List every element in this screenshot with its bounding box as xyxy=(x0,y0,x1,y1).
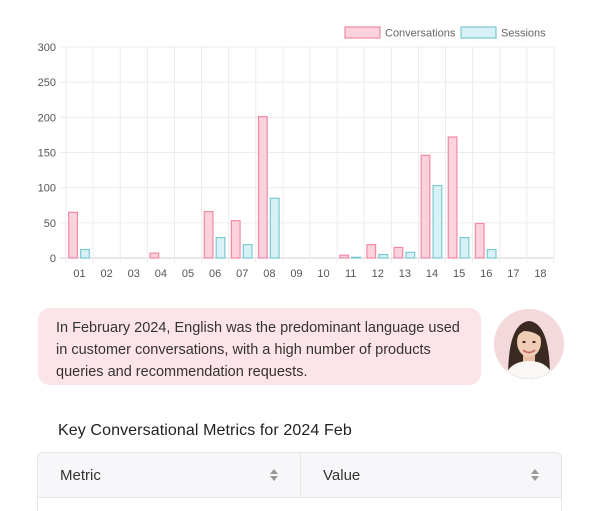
avatar-portrait-icon xyxy=(494,309,564,379)
x-tick-label: 08 xyxy=(263,268,275,280)
x-tick-label: 17 xyxy=(507,268,519,280)
legend-label: Conversations xyxy=(385,28,456,40)
column-header-metric[interactable]: Metric xyxy=(38,453,301,497)
bar-conversations xyxy=(393,246,404,259)
y-tick-label: 150 xyxy=(38,148,56,160)
x-tick-label: 02 xyxy=(101,268,113,280)
bar-conversations xyxy=(366,244,377,259)
bar-conversations xyxy=(230,220,241,259)
bar-sessions xyxy=(242,244,253,259)
y-tick-label: 0 xyxy=(50,253,56,265)
bar-conversations xyxy=(203,210,214,259)
bar-sessions xyxy=(215,237,226,259)
legend-label: Sessions xyxy=(501,28,546,40)
bar-conversations xyxy=(257,116,268,259)
bar-sessions xyxy=(432,184,443,259)
column-header-value[interactable]: Value xyxy=(301,453,561,497)
bar-conversations xyxy=(149,252,160,259)
bar-sessions xyxy=(459,237,470,259)
metrics-table: Metric Value xyxy=(37,452,562,511)
column-header-metric-label: Metric xyxy=(60,466,101,484)
bar-sessions xyxy=(378,253,389,259)
bar-conversations xyxy=(474,222,485,259)
x-tick-label: 06 xyxy=(209,268,221,280)
x-tick-label: 11 xyxy=(345,268,356,280)
x-tick-label: 01 xyxy=(73,268,85,280)
bar-sessions xyxy=(486,248,497,259)
y-tick-label: 200 xyxy=(38,112,56,124)
x-tick-label: 09 xyxy=(290,268,302,280)
x-tick-label: 14 xyxy=(426,268,438,280)
bar-conversations xyxy=(339,254,350,259)
assistant-avatar xyxy=(494,309,564,379)
y-tick-label: 100 xyxy=(38,183,56,195)
conversation-sessions-bar-chart: 0 50 100 150 200 250 300 01 02 03 04 05 06 07 08 09 10 1… xyxy=(38,26,555,280)
legend-swatch xyxy=(344,26,381,39)
summary-text: In February 2024, English was the predom… xyxy=(56,320,460,380)
table-row xyxy=(38,497,561,511)
x-tick-label: 07 xyxy=(236,268,248,280)
bar-sessions xyxy=(405,251,416,259)
chart-bars xyxy=(68,116,497,259)
x-tick-label: 10 xyxy=(317,268,329,280)
bar-sessions xyxy=(351,256,362,259)
x-tick-label: 05 xyxy=(182,268,194,280)
bar-sessions xyxy=(269,197,280,259)
bar-conversations xyxy=(447,136,458,259)
metrics-title: Key Conversational Metrics for 2024 Feb xyxy=(58,422,352,439)
bar-sessions xyxy=(80,248,90,259)
y-axis-ticks: 0 50 100 150 200 250 300 xyxy=(38,42,56,265)
sort-icon[interactable] xyxy=(270,469,278,481)
column-header-value-label: Value xyxy=(323,466,361,484)
sort-icon[interactable] xyxy=(531,469,539,481)
chart-legend: Conversations Sessions xyxy=(344,26,546,40)
assistant-summary-bubble: In February 2024, English was the predom… xyxy=(38,308,481,385)
x-tick-label: 13 xyxy=(399,268,411,280)
chart-grid xyxy=(60,46,555,263)
x-tick-label: 03 xyxy=(128,268,140,280)
y-tick-label: 50 xyxy=(44,218,56,230)
x-tick-label: 18 xyxy=(534,268,546,280)
x-tick-label: 04 xyxy=(155,268,167,280)
x-tick-label: 12 xyxy=(372,268,384,280)
bar-conversations xyxy=(420,154,431,259)
x-axis-ticks: 01 02 03 04 05 06 07 08 09 10 11 12 13 14 15 16 17 18 xyxy=(73,268,546,280)
x-tick-label: 16 xyxy=(480,268,492,280)
y-tick-label: 250 xyxy=(38,77,56,89)
y-tick-label: 300 xyxy=(38,42,56,54)
bar-conversations xyxy=(68,211,78,259)
legend-swatch xyxy=(460,26,497,39)
x-tick-label: 15 xyxy=(453,268,465,280)
